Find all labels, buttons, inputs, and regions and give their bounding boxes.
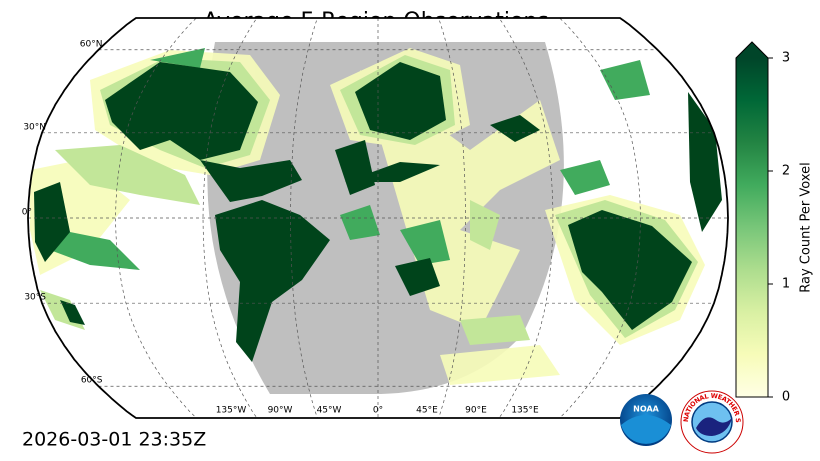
nws-cloud [696, 417, 732, 436]
graticule [28, 18, 728, 418]
lat-label: 60°N [80, 39, 103, 49]
lon-label: 45°E [416, 406, 438, 416]
colorbar-tick-label: 1 [782, 277, 790, 292]
lon-label: 0° [373, 406, 383, 416]
colorbar-tick-label: 2 [782, 164, 790, 179]
noaa-text: NOAA [633, 405, 659, 414]
timestamp: 2026-03-01 23:35Z [22, 429, 206, 451]
noaa-wave [621, 415, 671, 444]
noaa-logo: NOAA [620, 394, 672, 446]
lon-label: 90°W [268, 406, 293, 416]
colorbar-tick-label: 3 [782, 51, 790, 66]
colorbar-fill [736, 58, 768, 397]
colorbar: 0 1 2 3 Ray Count Per Voxel [735, 41, 814, 405]
meridian [424, 18, 466, 418]
colorbar-border [735, 41, 769, 398]
lon-label: 45°W [317, 406, 342, 416]
lat-label: 0° [22, 208, 32, 218]
colorbar-extend [736, 42, 768, 58]
lon-label: 135°W [216, 406, 247, 416]
lon-label: 90°E [465, 406, 487, 416]
lat-label: 30°S [24, 293, 46, 303]
lat-label: 60°S [81, 376, 103, 386]
observation-density [30, 48, 722, 385]
lon-label: 135°E [511, 406, 539, 416]
lat-label: 30°N [23, 122, 46, 132]
meridian [290, 18, 332, 418]
map-border [27, 17, 729, 419]
lat-labels: 60°N 30°N 0° 30°S 60°S [22, 39, 103, 385]
colorbar-tick-label: 0 [782, 390, 790, 405]
lon-labels: 135°W 90°W 45°W 0° 45°E 90°E 135°E [216, 406, 539, 416]
colorbar-label: Ray Count Per Voxel [799, 162, 814, 292]
